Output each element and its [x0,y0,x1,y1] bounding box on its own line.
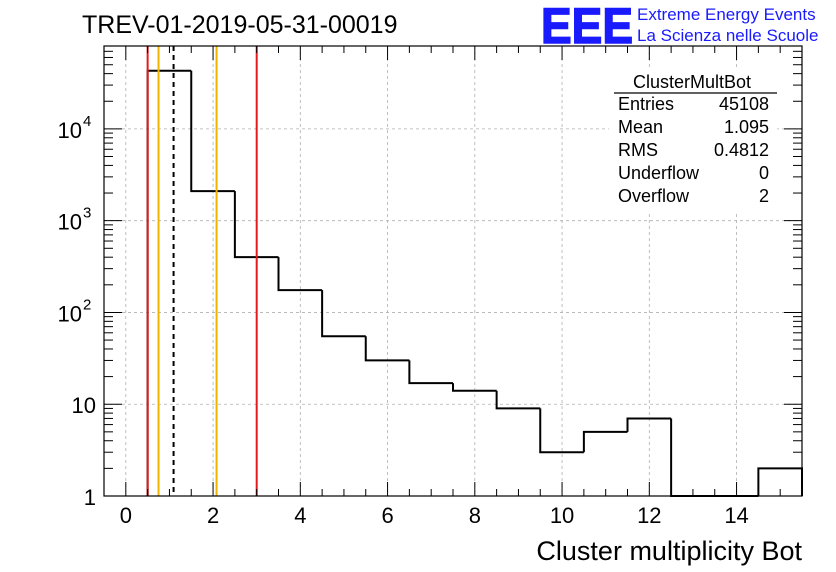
run-title: TREV-01-2019-05-31-00019 [82,11,397,39]
stats-label-underflow: Underflow [618,163,700,183]
histogram-bin [626,417,672,432]
x-tick-label: 10 [550,503,574,528]
stats-value-entries: 45108 [719,94,769,114]
stats-box-title: ClusterMultBot [633,72,751,92]
stats-value-rms: 0.4812 [714,140,769,160]
histogram-bin [233,191,279,259]
logo-line-1: Extreme Energy Events [637,5,816,24]
stats-box: ClusterMultBot Entries 45108 Mean 1.095 … [609,70,777,213]
x-tick-label: 0 [120,503,132,528]
stats-value-underflow: 0 [759,163,769,183]
stats-value-mean: 1.095 [724,117,769,137]
histogram-bin [582,430,628,453]
x-tick-label: 2 [207,503,219,528]
x-tick-label: 6 [381,503,393,528]
x-tick-label: 4 [294,503,306,528]
histogram-bin [539,408,584,454]
x-tick-label: 14 [724,503,748,528]
y-tick-exponent: 2 [83,296,91,313]
y-tick-exponent: 3 [83,205,91,222]
histogram-bin [146,69,192,496]
histogram-bin [190,70,235,193]
y-tick-label: 10 [58,210,82,235]
y-tick-label: 1 [84,485,96,510]
histogram-bin [321,290,366,338]
stats-box-frame [609,70,777,213]
y-tick-label: 10 [58,301,82,326]
stats-label-rms: RMS [618,140,658,160]
x-tick-label: 12 [637,503,661,528]
x-tick-label: 8 [469,503,481,528]
logo-line-2: La Scienza nelle Scuole [637,26,818,45]
histogram-bin [495,390,541,410]
eee-logo: EEE Extreme Energy Events La Scienza nel… [540,0,818,55]
x-axis-label: Cluster multiplicity Bot [536,536,802,566]
stats-value-overflow: 2 [759,186,769,206]
y-tick-label: 10 [72,393,96,418]
marker-lines [146,46,258,496]
stats-label-mean: Mean [618,117,663,137]
x-axis: 0 2 4 6 8 10 12 14 [120,46,803,528]
eee-logo-mark: EEE [541,0,633,54]
histogram-bin [408,360,453,385]
histogram-bin [277,257,323,292]
histogram-bin [364,336,410,362]
y-tick-label: 10 [58,118,82,143]
stats-label-entries: Entries [618,94,674,114]
histogram-bin [452,383,497,392]
histogram-bin [670,418,715,497]
y-tick-exponent: 4 [83,113,91,130]
stats-label-overflow: Overflow [618,186,690,206]
